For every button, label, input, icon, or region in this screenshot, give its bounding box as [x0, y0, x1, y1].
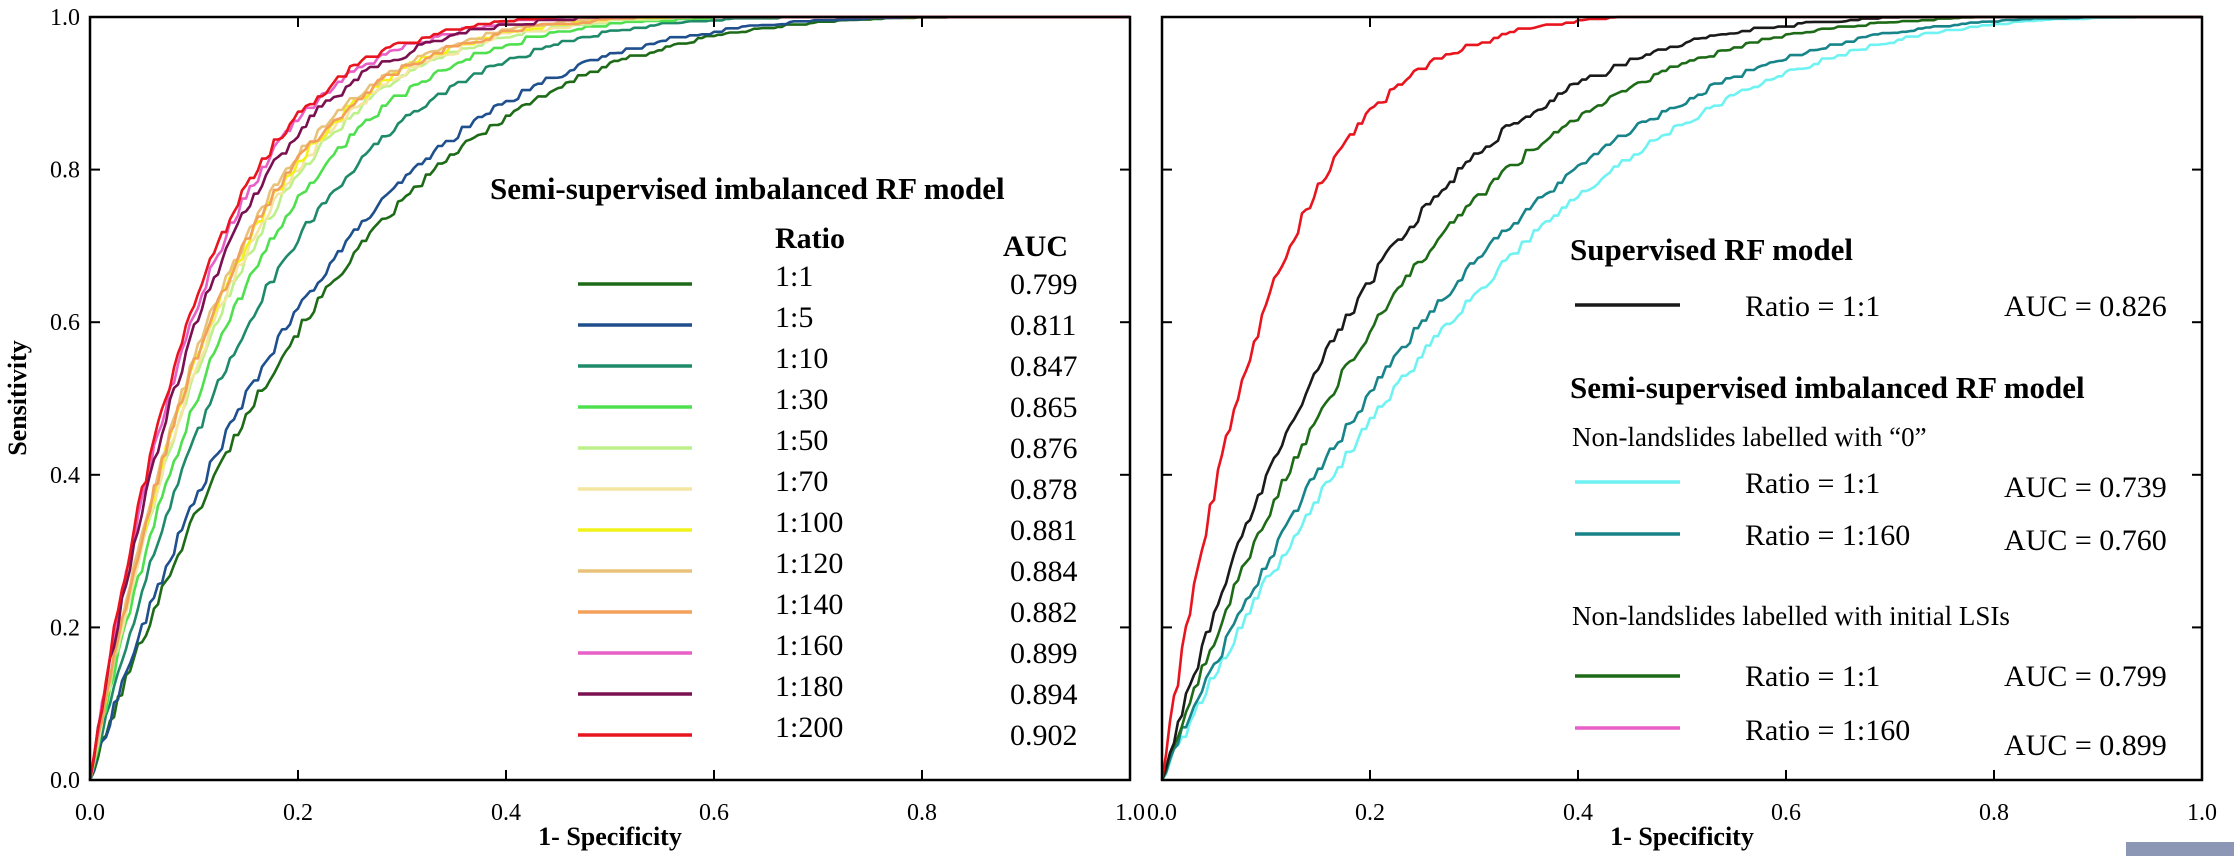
right-x-tick-label: 0.0	[1147, 800, 1177, 826]
roc-curve-1-140	[88, 15, 1130, 781]
roc-curve-right-zero-1	[1160, 15, 2202, 781]
left-legend-auc: 0.876	[1010, 432, 1078, 465]
left-legend-auc: 0.899	[1010, 637, 1078, 670]
right-legend-auc: AUC = 0.739	[2004, 471, 2167, 504]
left-legend-ratio: 1:140	[775, 588, 843, 621]
right-legend-heading-semi: Semi-supervised imbalanced RF model	[1570, 370, 2085, 405]
left-x-tick-label: 0.2	[283, 800, 313, 826]
roc-curve-1-100	[88, 15, 1130, 781]
right-x-tick-label: 0.6	[1771, 800, 1801, 826]
left-legend-auc: 0.799	[1010, 268, 1078, 301]
left-legend-ratio: 1:200	[775, 711, 843, 744]
roc-curve-right-zero-2	[1160, 15, 2202, 781]
right-legend-ratio: Ratio = 1:160	[1745, 714, 1910, 747]
left-legend-ratio: 1:160	[775, 629, 843, 662]
left-legend-ratio: 1:120	[775, 547, 843, 580]
left-legend-auc: 0.847	[1010, 350, 1078, 383]
left-legend-ratio: 1:5	[775, 301, 813, 334]
left-legend-auc: 0.884	[1010, 555, 1078, 588]
right-x-tick-label: 0.2	[1355, 800, 1385, 826]
left-legend-auc-header: AUC	[1003, 230, 1068, 263]
corner-block	[2126, 842, 2234, 856]
left-x-axis-title: 1- Specificity	[538, 822, 682, 851]
right-x-tick-label: 1.0	[2187, 800, 2217, 826]
left-legend-auc: 0.865	[1010, 391, 1078, 424]
right-x-tick-label: 0.8	[1979, 800, 2009, 826]
left-x-tick-label: 0.8	[907, 800, 937, 826]
roc-curve-1-10	[88, 15, 1130, 781]
left-plot-frame	[88, 15, 1132, 782]
right-legend-rows: Ratio = 1:1 AUC = 0.826 Ratio = 1:1 AUC = 0…	[1575, 290, 2167, 762]
left-legend-auc: 0.894	[1010, 678, 1078, 711]
left-axis-ticks: 0.0 0.0 0.2 0.2 0.4 0.4 0.6 0.6 0.8 0.8 1.0 1.0	[50, 5, 1145, 826]
left-legend-ratio: 1:30	[775, 383, 828, 416]
right-legend-ratio: Ratio = 1:1	[1745, 660, 1880, 693]
right-legend-ratio: Ratio = 1:1	[1745, 467, 1880, 500]
right-x-axis-title: 1- Specificity	[1610, 822, 1754, 851]
left-y-tick-label: 0.6	[50, 310, 80, 336]
right-legend-auc: AUC = 0.826	[2004, 290, 2167, 323]
left-y-axis-title: Sensitivity	[3, 340, 32, 456]
left-legend: Semi-supervised imbalanced RF model Rati…	[490, 171, 1078, 752]
right-roc-panel: 0.0 0.2 0.4 0.6 0.8 1.0 1- Specificity Superv…	[1147, 15, 2217, 851]
left-y-tick-label: 0.0	[50, 768, 80, 794]
left-y-tick-label: 0.4	[50, 463, 80, 489]
right-x-tick-label: 0.4	[1563, 800, 1593, 826]
right-plot-frame	[1160, 15, 2204, 782]
left-roc-panel: 0.0 0.0 0.2 0.2 0.4 0.4 0.6 0.6 0.8 0.8 1.0 1.0 1- …	[3, 5, 1145, 851]
roc-curve-1-180	[88, 15, 1130, 781]
left-legend-auc: 0.881	[1010, 514, 1078, 547]
right-legend-heading-supervised: Supervised RF model	[1570, 232, 1853, 267]
left-legend-heading: Semi-supervised imbalanced RF model	[490, 171, 1005, 206]
left-legend-ratio: 1:70	[775, 465, 828, 498]
roc-curve-1-5	[88, 15, 1130, 781]
roc-curve-1-1	[88, 15, 1130, 781]
roc-curve-1-200	[88, 15, 1130, 781]
left-y-tick-label: 0.8	[50, 158, 80, 184]
left-y-tick-label: 0.2	[50, 615, 80, 641]
right-legend: Supervised RF model Semi-supervised imba…	[1570, 232, 2167, 762]
left-legend-auc: 0.878	[1010, 473, 1078, 506]
right-legend-ratio: Ratio = 1:1	[1745, 290, 1880, 323]
right-legend-auc: AUC = 0.899	[2004, 729, 2167, 762]
roc-curve-1-30	[88, 15, 1130, 781]
left-legend-auc: 0.902	[1010, 719, 1078, 752]
left-legend-ratio: 1:50	[775, 424, 828, 457]
left-legend-ratio: 1:1	[775, 260, 813, 293]
left-legend-ratio: 1:180	[775, 670, 843, 703]
left-legend-rows: 1:1 0.799 1:5 0.811 1:10 0.847 1:30 0.865 1:50 0.…	[578, 260, 1078, 752]
left-legend-auc: 0.882	[1010, 596, 1078, 629]
roc-curve-1-50	[88, 15, 1130, 781]
left-y-tick-label: 1.0	[50, 5, 80, 31]
left-legend-ratio-header: Ratio	[775, 222, 845, 255]
right-legend-subheading-zero: Non-landslides labelled with “0”	[1572, 422, 1927, 452]
left-legend-auc: 0.811	[1010, 309, 1076, 342]
left-x-tick-label: 0.0	[75, 800, 105, 826]
left-legend-ratio: 1:100	[775, 506, 843, 539]
left-x-tick-label: 0.4	[491, 800, 521, 826]
right-legend-ratio: Ratio = 1:160	[1745, 519, 1910, 552]
left-x-tick-label: 0.6	[699, 800, 729, 826]
right-legend-auc: AUC = 0.760	[2004, 524, 2167, 557]
roc-curve-1-70	[88, 15, 1130, 781]
right-legend-auc: AUC = 0.799	[2004, 660, 2167, 693]
roc-curve-1-160	[88, 15, 1130, 781]
right-legend-subheading-lsi: Non-landslides labelled with initial LSI…	[1572, 601, 2010, 631]
left-roc-curves	[88, 15, 1130, 781]
right-axis-ticks: 0.0 0.2 0.4 0.6 0.8 1.0	[1147, 16, 2217, 826]
left-legend-ratio: 1:10	[775, 342, 828, 375]
left-x-tick-label: 1.0	[1115, 800, 1145, 826]
roc-curve-1-120	[88, 15, 1130, 781]
